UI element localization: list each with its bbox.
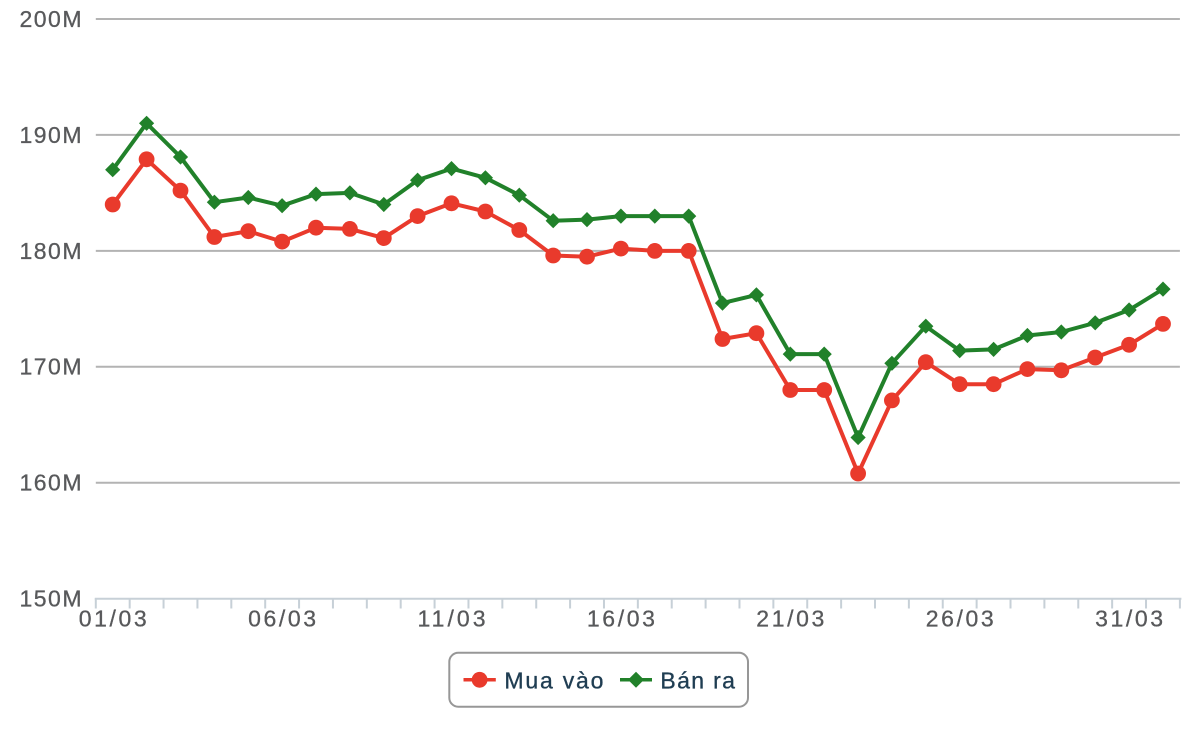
svg-text:160M: 160M <box>20 470 82 496</box>
svg-text:180M: 180M <box>20 238 82 264</box>
svg-text:Mua vào: Mua vào <box>504 667 603 693</box>
svg-text:200M: 200M <box>20 6 82 32</box>
svg-text:31/03: 31/03 <box>1095 605 1163 631</box>
svg-text:150M: 150M <box>20 586 82 612</box>
svg-text:06/03: 06/03 <box>248 605 316 631</box>
svg-text:26/03: 26/03 <box>926 605 994 631</box>
svg-text:190M: 190M <box>20 122 82 148</box>
svg-text:16/03: 16/03 <box>587 605 655 631</box>
svg-text:01/03: 01/03 <box>79 605 147 631</box>
svg-text:11/03: 11/03 <box>418 605 486 631</box>
svg-text:Bán ra: Bán ra <box>660 667 735 693</box>
svg-text:170M: 170M <box>20 354 82 380</box>
svg-text:21/03: 21/03 <box>756 605 824 631</box>
